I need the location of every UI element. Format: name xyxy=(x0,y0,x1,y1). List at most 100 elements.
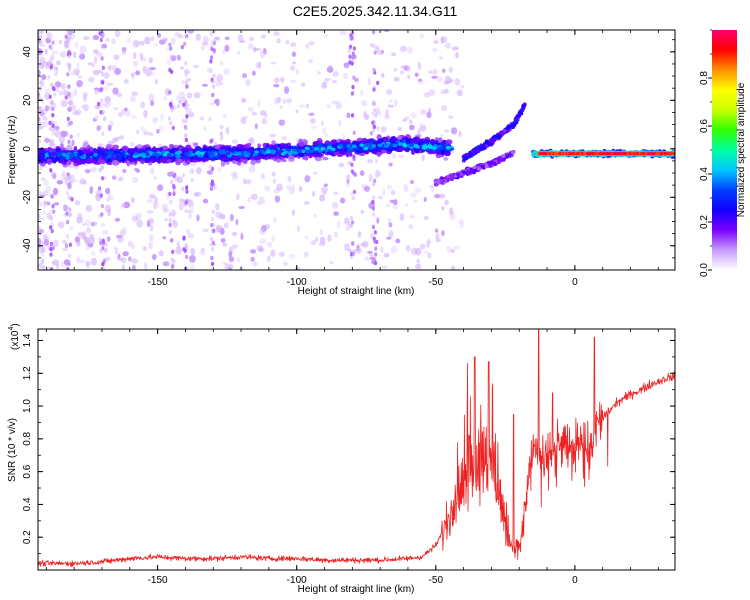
spectrogram-blob xyxy=(339,30,347,36)
spectrogram-blob xyxy=(350,61,354,66)
spectrogram-blob xyxy=(130,114,137,119)
spectrogram-blob xyxy=(106,100,112,107)
spectrogram-blob xyxy=(49,216,54,221)
snr-scale-label: (x104) xyxy=(8,323,21,350)
spectrogram-blob xyxy=(237,50,241,55)
spectrogram-blob xyxy=(515,114,520,118)
spectrogram-blob xyxy=(85,204,93,213)
spectrogram-blob xyxy=(436,76,443,83)
spectrogram-blob xyxy=(283,261,288,266)
spectrogram-blob xyxy=(136,144,143,149)
spectrogram-blob xyxy=(85,152,91,158)
snr-y-tick-label: 1.0 xyxy=(22,399,33,413)
spectrogram-blob xyxy=(101,262,105,267)
spectrogram-blob xyxy=(148,132,154,136)
spectrogram-blob xyxy=(448,66,454,74)
spectrogram-blob xyxy=(487,164,492,168)
spectrogram-blob xyxy=(295,68,300,76)
spectrogram-blob xyxy=(44,238,49,247)
spectrogram-blob xyxy=(304,175,311,183)
spectrogram-blob xyxy=(100,56,104,61)
spectrogram-blob xyxy=(168,90,172,95)
spectrogram-blob xyxy=(50,82,54,87)
spectrogram-blob xyxy=(445,139,453,145)
spectrogram-blob xyxy=(111,159,119,166)
spectrogram-blob xyxy=(195,33,201,41)
spectrogram-blob xyxy=(142,66,146,74)
spectrogram-blob xyxy=(320,186,328,194)
spectrogram-blob xyxy=(265,150,271,154)
spectrogram-blob xyxy=(220,156,228,162)
spectrogram-blob xyxy=(123,79,130,84)
spectrogram-blob xyxy=(443,129,450,133)
spectrogram-blob xyxy=(180,66,184,70)
spectrogram-blob xyxy=(98,125,102,130)
spectrogram-blob xyxy=(259,228,266,235)
spectrogram-blob xyxy=(251,111,258,116)
spectrogram-blob xyxy=(394,99,398,107)
spectrogram-blob xyxy=(67,92,71,97)
spectrogram-blob xyxy=(162,261,170,267)
svg-text:(x104): (x104) xyxy=(8,323,21,350)
spectrogram-blob xyxy=(93,56,98,65)
spectrogram-blob xyxy=(324,77,331,82)
spectrogram-blob xyxy=(52,86,56,92)
spectrogram-blob xyxy=(380,149,387,154)
spectrogram-blob xyxy=(419,243,426,250)
spectrogram-blob xyxy=(211,261,215,267)
spectrogram-blob xyxy=(291,183,295,192)
spectrogram-blob xyxy=(374,252,378,257)
spectrogram-blob xyxy=(259,150,265,154)
spectrogram-blob xyxy=(168,102,172,107)
spectrogram-blob xyxy=(352,75,356,80)
spectrogram-blob xyxy=(40,97,45,105)
spectrogram-blob xyxy=(321,81,328,89)
spectrogram-blob xyxy=(90,257,98,266)
spectrogram-blob xyxy=(38,92,41,97)
spectrogram-blob xyxy=(219,124,224,130)
spectrogram-blob xyxy=(273,84,280,88)
spectrogram-blob xyxy=(124,107,128,112)
spectrogram-blob xyxy=(107,156,112,163)
spectrogram-blob xyxy=(374,246,378,251)
spectrogram-blob xyxy=(346,174,351,181)
spectrogram-blob xyxy=(184,137,188,143)
spectrogram-blob xyxy=(408,224,414,230)
spectrogram-blob xyxy=(211,92,215,98)
spectrogram-blob xyxy=(290,79,297,84)
spectrogram-blob xyxy=(62,239,68,245)
spectrogram-blob xyxy=(455,51,459,59)
spectrogram-blob xyxy=(227,267,232,270)
spectrogram-blob xyxy=(287,155,295,160)
spectrogram-blob xyxy=(427,107,432,113)
spectrogram-blob xyxy=(135,70,141,76)
spectrogram-x-tick-label: 0 xyxy=(572,277,578,288)
spectrogram-blob xyxy=(97,101,101,107)
spectrogram-blob xyxy=(67,139,71,144)
spectrogram-blob xyxy=(178,91,186,100)
spectrogram-blob xyxy=(185,185,189,190)
colorbar-tick-label: 0.8 xyxy=(699,71,710,85)
spectrogram-blob xyxy=(60,130,67,138)
spectrogram-blob xyxy=(44,88,51,94)
spectrogram-blob xyxy=(260,173,266,180)
spectrogram-blob xyxy=(77,75,83,79)
spectrogram-blob xyxy=(133,60,139,68)
snr-scale-close: ) xyxy=(10,323,21,326)
spectrogram-blob xyxy=(81,104,86,110)
spectrogram-blob xyxy=(438,145,444,150)
spectrogram-blob xyxy=(308,153,313,159)
spectrogram-blob xyxy=(501,154,506,158)
spectrogram-blob xyxy=(52,143,56,148)
spectrogram-blob xyxy=(423,196,427,202)
spectrogram-blob xyxy=(168,218,172,223)
spectrogram-blob xyxy=(91,251,96,256)
spectrogram-blob xyxy=(90,167,97,173)
spectrogram-blob xyxy=(247,43,254,50)
spectrogram-blob xyxy=(184,133,188,138)
spectrogram-blob xyxy=(342,134,346,140)
spectrogram-blob xyxy=(65,233,70,240)
spectrogram-blob xyxy=(270,61,276,65)
spectrogram-blob xyxy=(166,152,172,157)
spectrogram-blob xyxy=(431,47,438,52)
